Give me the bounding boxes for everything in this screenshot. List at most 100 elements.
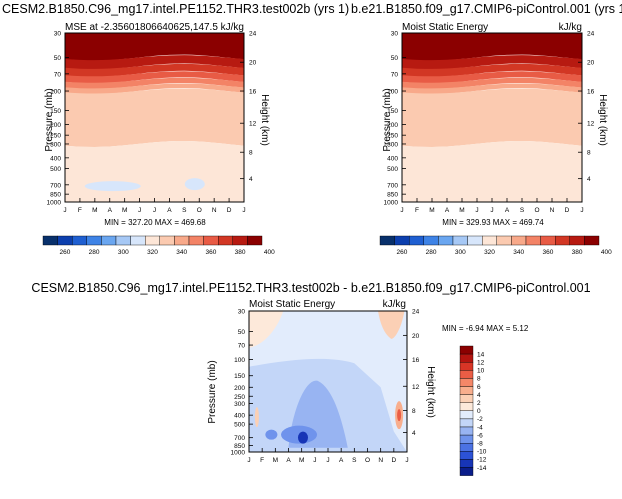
colorbar-tick-label: 14 [477, 351, 485, 358]
pressure-tick-label: 50 [238, 329, 246, 336]
pressure-tick-label: 150 [387, 108, 398, 115]
colorbar-swatch [459, 434, 474, 444]
colorbar-swatch [423, 235, 439, 246]
month-tick-label: J [400, 207, 403, 214]
colorbar-tick-label: -2 [477, 416, 483, 423]
colorbar-tick-label: 6 [477, 384, 481, 391]
colorbar-swatch [540, 235, 556, 246]
colorbar-swatch [467, 235, 483, 246]
panel-1-colorbar: 260 280 300 320 340 360 380 400 [42, 235, 275, 256]
height-tick-label: 20 [412, 333, 420, 340]
diff-pos-lowleft [254, 407, 259, 428]
pressure-tick-label: 1000 [47, 200, 62, 207]
pressure-tick-label: 250 [50, 133, 61, 140]
height-tick-label: 12 [587, 121, 595, 128]
month-tick-label: F [78, 207, 82, 214]
colorbar-swatch [101, 235, 117, 246]
colorbar-swatch [459, 362, 474, 371]
pressure-tick-label: 850 [387, 192, 398, 199]
colorbar-swatch [115, 235, 131, 246]
diff-minimum [297, 431, 308, 444]
panel-1-units: kJ/kg [221, 22, 244, 33]
pressure-tick-label: 400 [234, 413, 245, 420]
mse-spike [233, 154, 240, 183]
month-tick-label: M [273, 457, 278, 464]
diff-maximum-core [397, 409, 402, 422]
panel-2-ylabel-right: Height (km) [597, 94, 608, 146]
colorbar-tick-label: 380 [572, 249, 583, 256]
month-tick-label: O [197, 207, 202, 214]
month-tick-label: N [378, 457, 383, 464]
mse-band [65, 33, 244, 61]
pressure-tick-label: 300 [50, 141, 61, 148]
month-tick-label: J [475, 207, 478, 214]
colorbar-swatch [247, 235, 263, 246]
month-tick-label: J [490, 207, 493, 214]
colorbar-tick-label: 280 [426, 249, 437, 256]
pressure-tick-label: 850 [234, 443, 245, 450]
mse-band [65, 83, 244, 94]
month-tick-label: M [299, 457, 304, 464]
mse-band [65, 88, 244, 147]
month-tick-label: J [405, 457, 408, 464]
pressure-tick-label: 400 [50, 155, 61, 162]
panel-2-ylabel: Pressure (mb) [382, 88, 393, 151]
month-tick-label: J [326, 457, 329, 464]
month-tick-label: M [122, 207, 127, 214]
month-tick-label: S [182, 207, 187, 214]
mse-band [65, 71, 244, 84]
pressure-tick-label: 50 [391, 55, 399, 62]
height-tick-label: 4 [249, 176, 253, 183]
panel-1-ylabel-right: Height (km) [259, 94, 270, 146]
panel-3-ylabel-right: Height (km) [425, 366, 436, 418]
month-tick-label: A [505, 207, 510, 214]
colorbar-swatch [511, 235, 527, 246]
panel-1-ylabel: Pressure (mb) [44, 88, 55, 151]
colorbar-tick-label: 300 [455, 249, 466, 256]
pressure-tick-label: 100 [50, 89, 61, 96]
panel-2-title: b.e21.B1850.f09_g17.CMIP6-piControl.001 … [351, 2, 622, 16]
month-tick-label: A [286, 457, 291, 464]
mse-low-patch [184, 178, 205, 191]
colorbar-swatch [438, 235, 454, 246]
panel-1-subtitle: MSE at -2.35601806640625,147.5 [65, 22, 218, 33]
height-tick-label: 20 [249, 60, 257, 67]
colorbar-tick-label: 2 [477, 400, 481, 407]
month-tick-label: S [520, 207, 525, 214]
panel-1-title: CESM2.B1850.C96_mg17.intel.PE1152.THR3.t… [2, 2, 349, 16]
colorbar-swatch [459, 410, 474, 420]
mse-band [402, 71, 582, 84]
month-tick-label: N [550, 207, 555, 214]
colorbar-swatch [459, 353, 474, 363]
mse-band [402, 141, 582, 202]
diff-region-neg6 [265, 429, 278, 440]
pressure-tick-label: 500 [50, 166, 61, 173]
colorbar-swatch [159, 235, 175, 246]
month-tick-label: M [459, 207, 464, 214]
diff-pos-upper-left [249, 311, 284, 348]
height-tick-label: 12 [249, 121, 257, 128]
height-tick-label: 12 [412, 384, 420, 391]
pressure-tick-label: 100 [234, 357, 245, 364]
pressure-tick-label: 200 [234, 385, 245, 392]
colorbar-tick-label: 380 [235, 249, 246, 256]
mse-band [402, 33, 582, 61]
pressure-tick-label: 30 [54, 31, 62, 38]
month-tick-label: A [445, 207, 450, 214]
colorbar-swatch [525, 235, 541, 246]
month-tick-label: S [352, 457, 357, 464]
colorbar-tick-label: 320 [147, 249, 158, 256]
panel-3-ylabel: Pressure (mb) [207, 360, 218, 423]
pressure-tick-label: 850 [50, 192, 61, 199]
colorbar-swatch [459, 418, 474, 428]
height-tick-label: 24 [412, 309, 420, 316]
colorbar-tick-label: -6 [477, 432, 483, 439]
height-tick-label: 24 [587, 31, 595, 38]
colorbar-swatch [459, 426, 474, 436]
colorbar-tick-label: 260 [59, 249, 70, 256]
mse-band [65, 55, 244, 70]
month-tick-label: F [415, 207, 419, 214]
panel-3-units: kJ/kg [383, 299, 406, 310]
